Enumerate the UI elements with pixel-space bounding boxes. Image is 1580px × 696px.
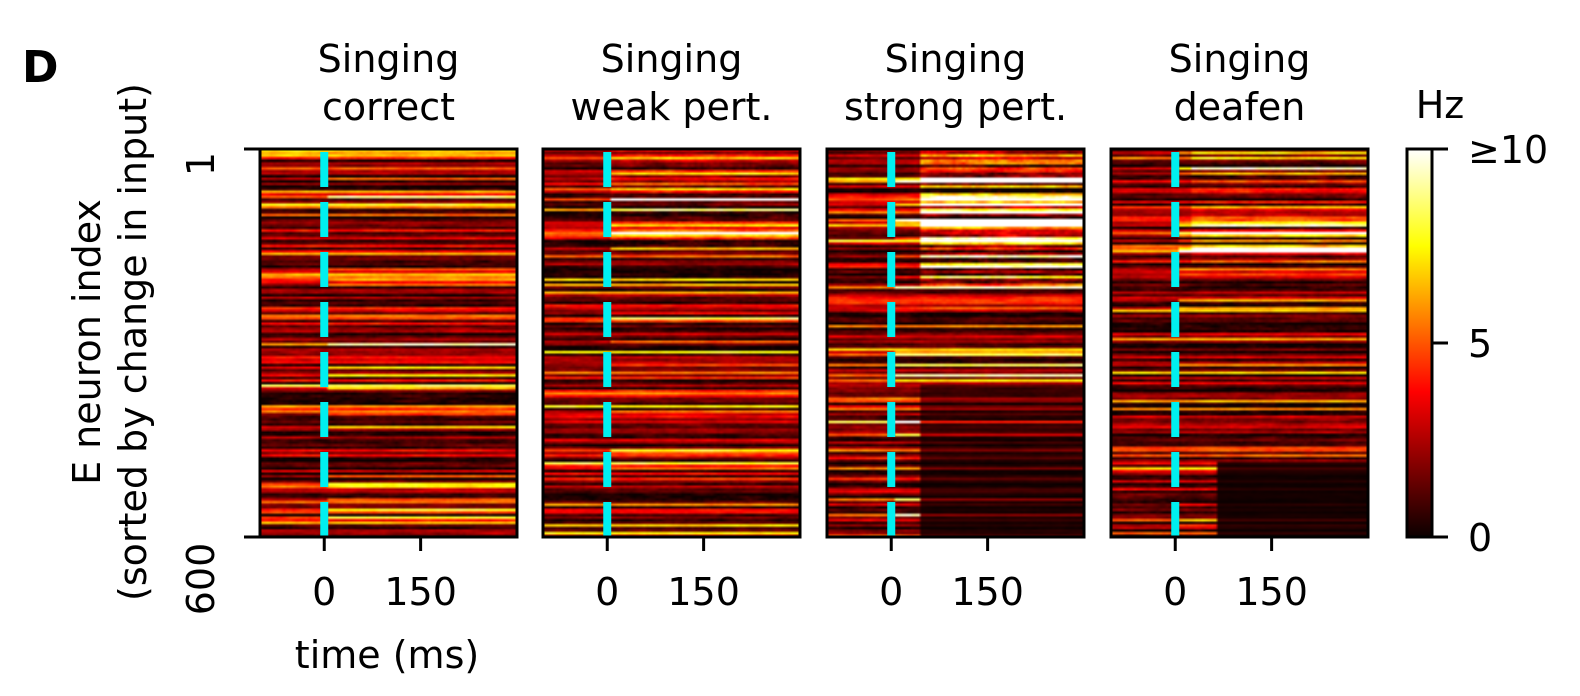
heatmap-image-4 <box>1111 149 1368 537</box>
x-tick-label: 150 <box>951 570 1024 614</box>
heatmap-image-1 <box>260 149 517 537</box>
panel-title-line1: Singing <box>318 37 460 81</box>
panel-frame <box>825 147 1086 539</box>
colorbar <box>1405 147 1434 539</box>
panel-frame <box>258 147 519 539</box>
panel-title-line1: Singing <box>1169 37 1311 81</box>
heatmap-image-3 <box>827 149 1084 537</box>
colorbar-tick-label: 0 <box>1468 516 1492 560</box>
y-tick-label-1: 1 <box>179 152 223 176</box>
panel-title-line2: deafen <box>1174 85 1306 129</box>
colorbar-label: Hz <box>1416 83 1465 127</box>
x-axis-label: time (ms) <box>295 633 479 677</box>
y-axis-label-line2: (sorted by change in input) <box>111 83 155 601</box>
y-axis-label-line1: E neuron index <box>65 199 109 485</box>
panel-title-line2: correct <box>322 85 455 129</box>
x-tick-label: 150 <box>667 570 740 614</box>
colorbar-tick-label: 5 <box>1468 322 1492 366</box>
panel-frame <box>541 147 802 539</box>
colorbar-tick-label: ≥10 <box>1468 128 1548 172</box>
panel-frame <box>1109 147 1370 539</box>
x-tick-label: 0 <box>595 570 619 614</box>
x-tick-label: 0 <box>1163 570 1187 614</box>
x-tick-label: 150 <box>384 570 457 614</box>
y-axis-label: E neuron index (sorted by change in inpu… <box>65 83 155 601</box>
x-tick-label: 0 <box>879 570 903 614</box>
heatmap-image-2 <box>543 149 800 537</box>
y-tick-label-600: 600 <box>179 543 223 616</box>
panel-title-line2: strong pert. <box>844 85 1067 129</box>
panel-title-line1: Singing <box>885 37 1027 81</box>
panel-title-line2: weak pert. <box>571 85 773 129</box>
panel-title-line1: Singing <box>601 37 743 81</box>
x-tick-label: 150 <box>1235 570 1308 614</box>
panel-letter: D <box>22 42 59 93</box>
x-tick-label: 0 <box>312 570 336 614</box>
